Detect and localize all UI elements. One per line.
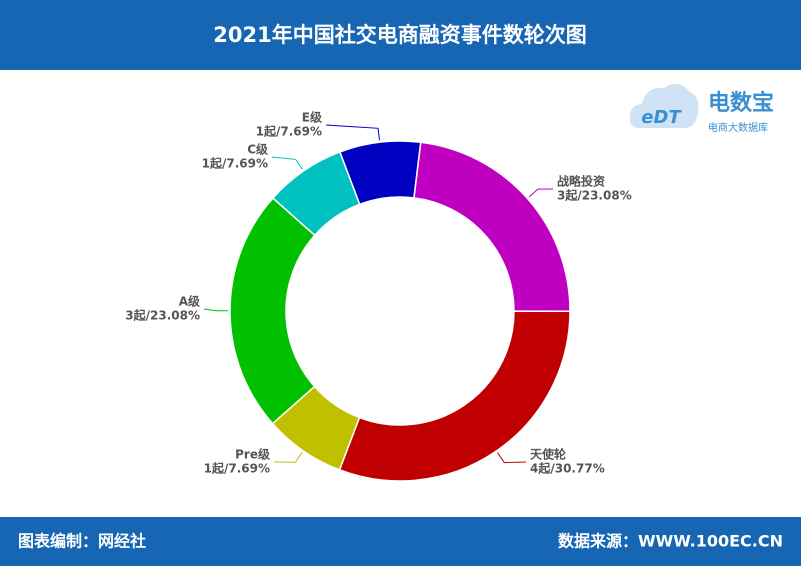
- logo-cloud: [629, 83, 699, 128]
- footer-bar: [0, 517, 801, 566]
- slice-label: 战略投资: [557, 174, 605, 189]
- value-label: 1起/7.69%: [202, 156, 268, 171]
- logo-subtitle: 电商大数据库: [708, 121, 768, 134]
- leader-line: [273, 452, 303, 463]
- leader-line: [271, 156, 303, 170]
- slice-label: C级: [247, 142, 268, 157]
- donut-slice: [338, 140, 422, 206]
- value-label: 3起/23.08%: [125, 308, 200, 323]
- value-label: 1起/7.69%: [204, 461, 270, 476]
- slice-label: E级: [302, 110, 322, 125]
- footer-right: 数据来源：WWW.100EC.CN: [558, 532, 783, 551]
- footer-left: 图表编制：网经社: [18, 532, 146, 551]
- leader-line: [325, 124, 380, 141]
- value-label: 1起/7.69%: [256, 124, 322, 139]
- donut-slice: [338, 310, 571, 482]
- leader-line: [203, 308, 229, 312]
- logo: eDT 电数宝 电商大数据库: [629, 83, 774, 134]
- slice-label: Pre级: [235, 447, 270, 462]
- leader-line: [528, 188, 554, 198]
- header-bar: [0, 0, 801, 70]
- slice-label: 天使轮: [530, 447, 567, 462]
- chart-title: 2021年中国社交电商融资事件数轮次图: [213, 23, 586, 47]
- value-label: 3起/23.08%: [557, 188, 632, 203]
- leader-line: [497, 452, 527, 464]
- logo-mark: eDT: [641, 107, 682, 128]
- value-label: 4起/30.77%: [530, 461, 605, 476]
- logo-name: 电数宝: [708, 90, 774, 116]
- slice-label: A级: [179, 294, 200, 309]
